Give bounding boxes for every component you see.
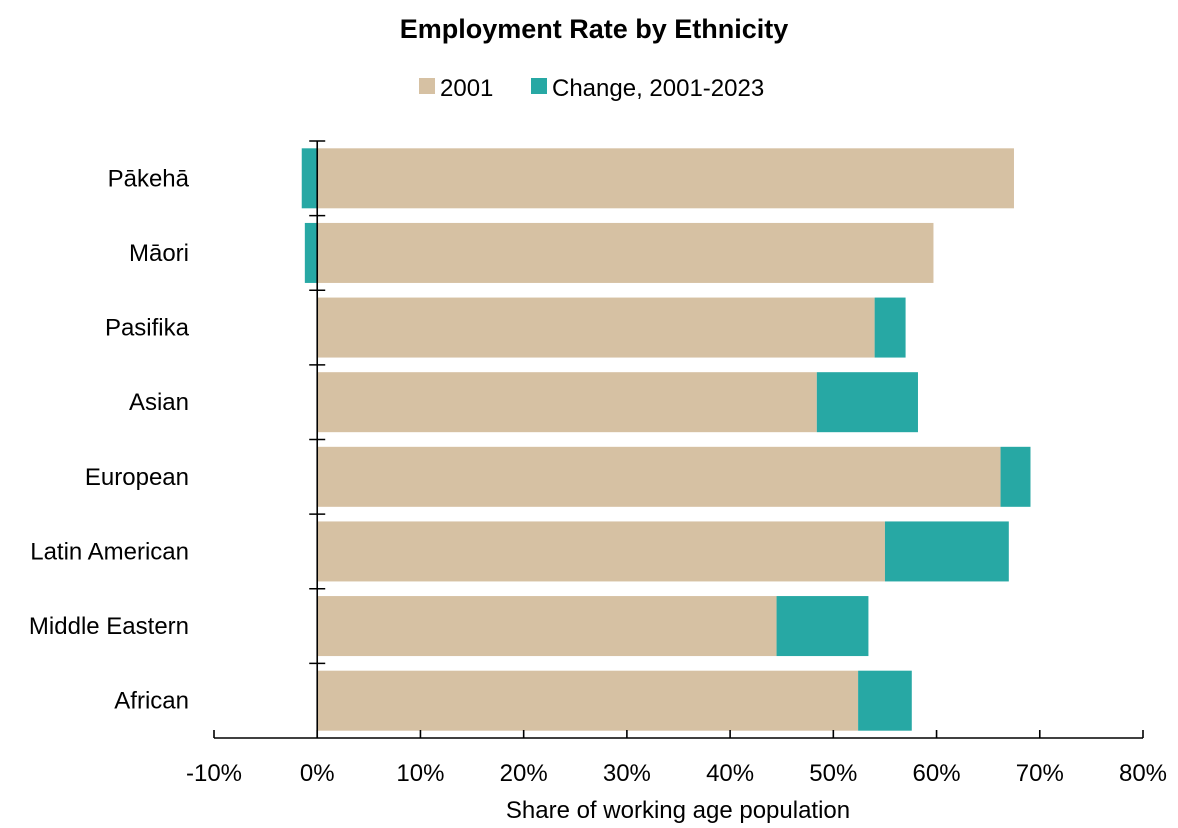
legend-label-change: Change, 2001-2023: [552, 75, 764, 102]
x-tick-label: 40%: [706, 760, 754, 787]
bar-change-asian: [816, 372, 918, 433]
x-tick-label: 70%: [1016, 760, 1064, 787]
bar-change-pakeha: [301, 148, 318, 209]
category-label-asian: Asian: [129, 389, 189, 416]
legend-swatch-2001: [419, 78, 435, 94]
chart-title: Employment Rate by Ethnicity: [400, 14, 789, 44]
bar-2001-pakeha: [317, 148, 1014, 209]
x-tick-label: 0%: [300, 760, 335, 787]
x-tick-label: -10%: [186, 760, 242, 787]
x-tick-label: 20%: [500, 760, 548, 787]
bar-change-maori: [304, 222, 318, 283]
legend: 2001 Change, 2001-2023: [419, 75, 764, 102]
bar-2001-latin-american: [317, 521, 885, 582]
category-label-latin-american: Latin American: [30, 538, 189, 565]
category-labels: Pākehā Māori Pasifika Asian European Latin Am…: [29, 165, 190, 714]
bar-change-pasifika: [874, 297, 906, 358]
bar-change-european: [1000, 446, 1031, 507]
x-tick-label: 30%: [603, 760, 651, 787]
x-tick-label: 80%: [1119, 760, 1167, 787]
bar-2001-european: [317, 446, 1001, 507]
axes: [213, 140, 1144, 739]
bars: [301, 148, 1031, 731]
category-label-african: African: [114, 688, 189, 715]
bar-2001-middle-eastern: [317, 596, 777, 657]
category-label-pakeha: Pākehā: [108, 165, 190, 192]
x-tick-labels: -10% 0% 10% 20% 30% 40% 50% 60% 70% 80%: [186, 760, 1167, 787]
bar-2001-pasifika: [317, 297, 875, 358]
x-axis-label: Share of working age population: [506, 797, 850, 824]
legend-swatch-change: [531, 78, 547, 94]
category-label-middle-eastern: Middle Eastern: [29, 613, 189, 640]
category-label-maori: Māori: [129, 240, 189, 267]
bar-change-african: [858, 670, 912, 731]
bar-change-latin-american: [884, 521, 1009, 582]
x-tick-label: 50%: [809, 760, 857, 787]
legend-label-2001: 2001: [440, 75, 493, 102]
category-label-european: European: [85, 464, 189, 491]
bar-2001-maori: [317, 222, 934, 283]
category-label-pasifika: Pasifika: [105, 315, 190, 342]
bar-2001-african: [317, 670, 859, 731]
bar-2001-asian: [317, 372, 817, 433]
x-tick-label: 60%: [913, 760, 961, 787]
bar-change-middle-eastern: [776, 596, 869, 657]
x-tick-label: 10%: [396, 760, 444, 787]
